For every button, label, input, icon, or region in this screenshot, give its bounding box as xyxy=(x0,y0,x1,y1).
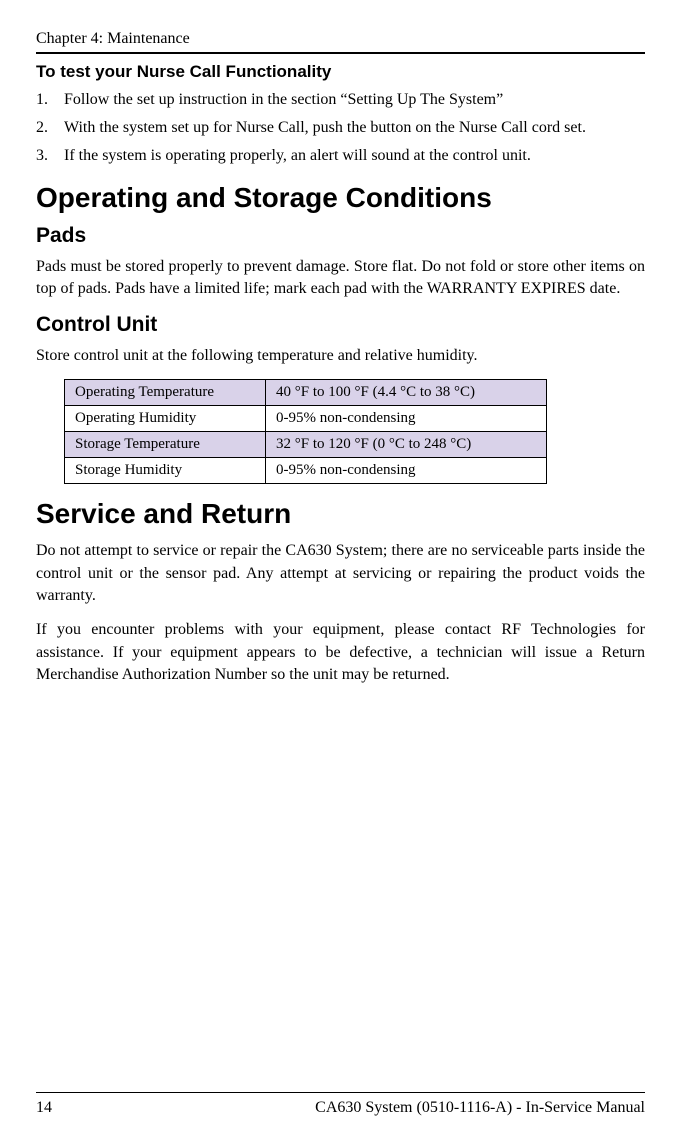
doc-title: CA630 System (0510-1116-A) - In-Service … xyxy=(315,1099,645,1117)
section-title-operating: Operating and Storage Conditions xyxy=(36,182,645,214)
steps-list: 1. Follow the set up instruction in the … xyxy=(36,88,645,168)
table-row: Operating Humidity 0-95% non-condensing xyxy=(65,406,547,432)
test-heading: To test your Nurse Call Functionality xyxy=(36,62,645,82)
table-row: Storage Temperature 32 °F to 120 °F (0 °… xyxy=(65,432,547,458)
step-number: 2. xyxy=(36,116,64,140)
top-divider xyxy=(36,52,645,54)
table-cell-value: 32 °F to 120 °F (0 °C to 248 °C) xyxy=(266,432,547,458)
pads-paragraph: Pads must be stored properly to prevent … xyxy=(36,256,645,301)
bottom-divider xyxy=(36,1092,645,1093)
table-cell-value: 0-95% non-condensing xyxy=(266,458,547,484)
list-item: 1. Follow the set up instruction in the … xyxy=(36,88,645,112)
list-item: 2. With the system set up for Nurse Call… xyxy=(36,116,645,140)
table-row: Storage Humidity 0-95% non-condensing xyxy=(65,458,547,484)
section-title-service: Service and Return xyxy=(36,498,645,530)
document-page: Chapter 4: Maintenance To test your Nurs… xyxy=(0,0,681,1143)
table-cell-label: Storage Humidity xyxy=(65,458,266,484)
list-item: 3. If the system is operating properly, … xyxy=(36,144,645,168)
subsection-control-unit: Control Unit xyxy=(36,313,645,337)
subsection-pads: Pads xyxy=(36,224,645,248)
table-row: Operating Temperature 40 °F to 100 °F (4… xyxy=(65,380,547,406)
table-cell-value: 40 °F to 100 °F (4.4 °C to 38 °C) xyxy=(266,380,547,406)
step-text: With the system set up for Nurse Call, p… xyxy=(64,116,586,140)
step-text: If the system is operating properly, an … xyxy=(64,144,531,168)
service-paragraph-2: If you encounter problems with your equi… xyxy=(36,619,645,686)
step-number: 1. xyxy=(36,88,64,112)
table-cell-label: Operating Humidity xyxy=(65,406,266,432)
step-number: 3. xyxy=(36,144,64,168)
control-unit-paragraph: Store control unit at the following temp… xyxy=(36,345,645,367)
step-text: Follow the set up instruction in the sec… xyxy=(64,88,503,112)
conditions-table: Operating Temperature 40 °F to 100 °F (4… xyxy=(64,379,547,484)
table-cell-value: 0-95% non-condensing xyxy=(266,406,547,432)
page-number: 14 xyxy=(36,1099,52,1117)
chapter-header: Chapter 4: Maintenance xyxy=(36,30,645,48)
footer-row: 14 CA630 System (0510-1116-A) - In-Servi… xyxy=(36,1099,645,1117)
service-paragraph-1: Do not attempt to service or repair the … xyxy=(36,540,645,607)
page-footer: 14 CA630 System (0510-1116-A) - In-Servi… xyxy=(36,1092,645,1117)
table-cell-label: Operating Temperature xyxy=(65,380,266,406)
table-cell-label: Storage Temperature xyxy=(65,432,266,458)
